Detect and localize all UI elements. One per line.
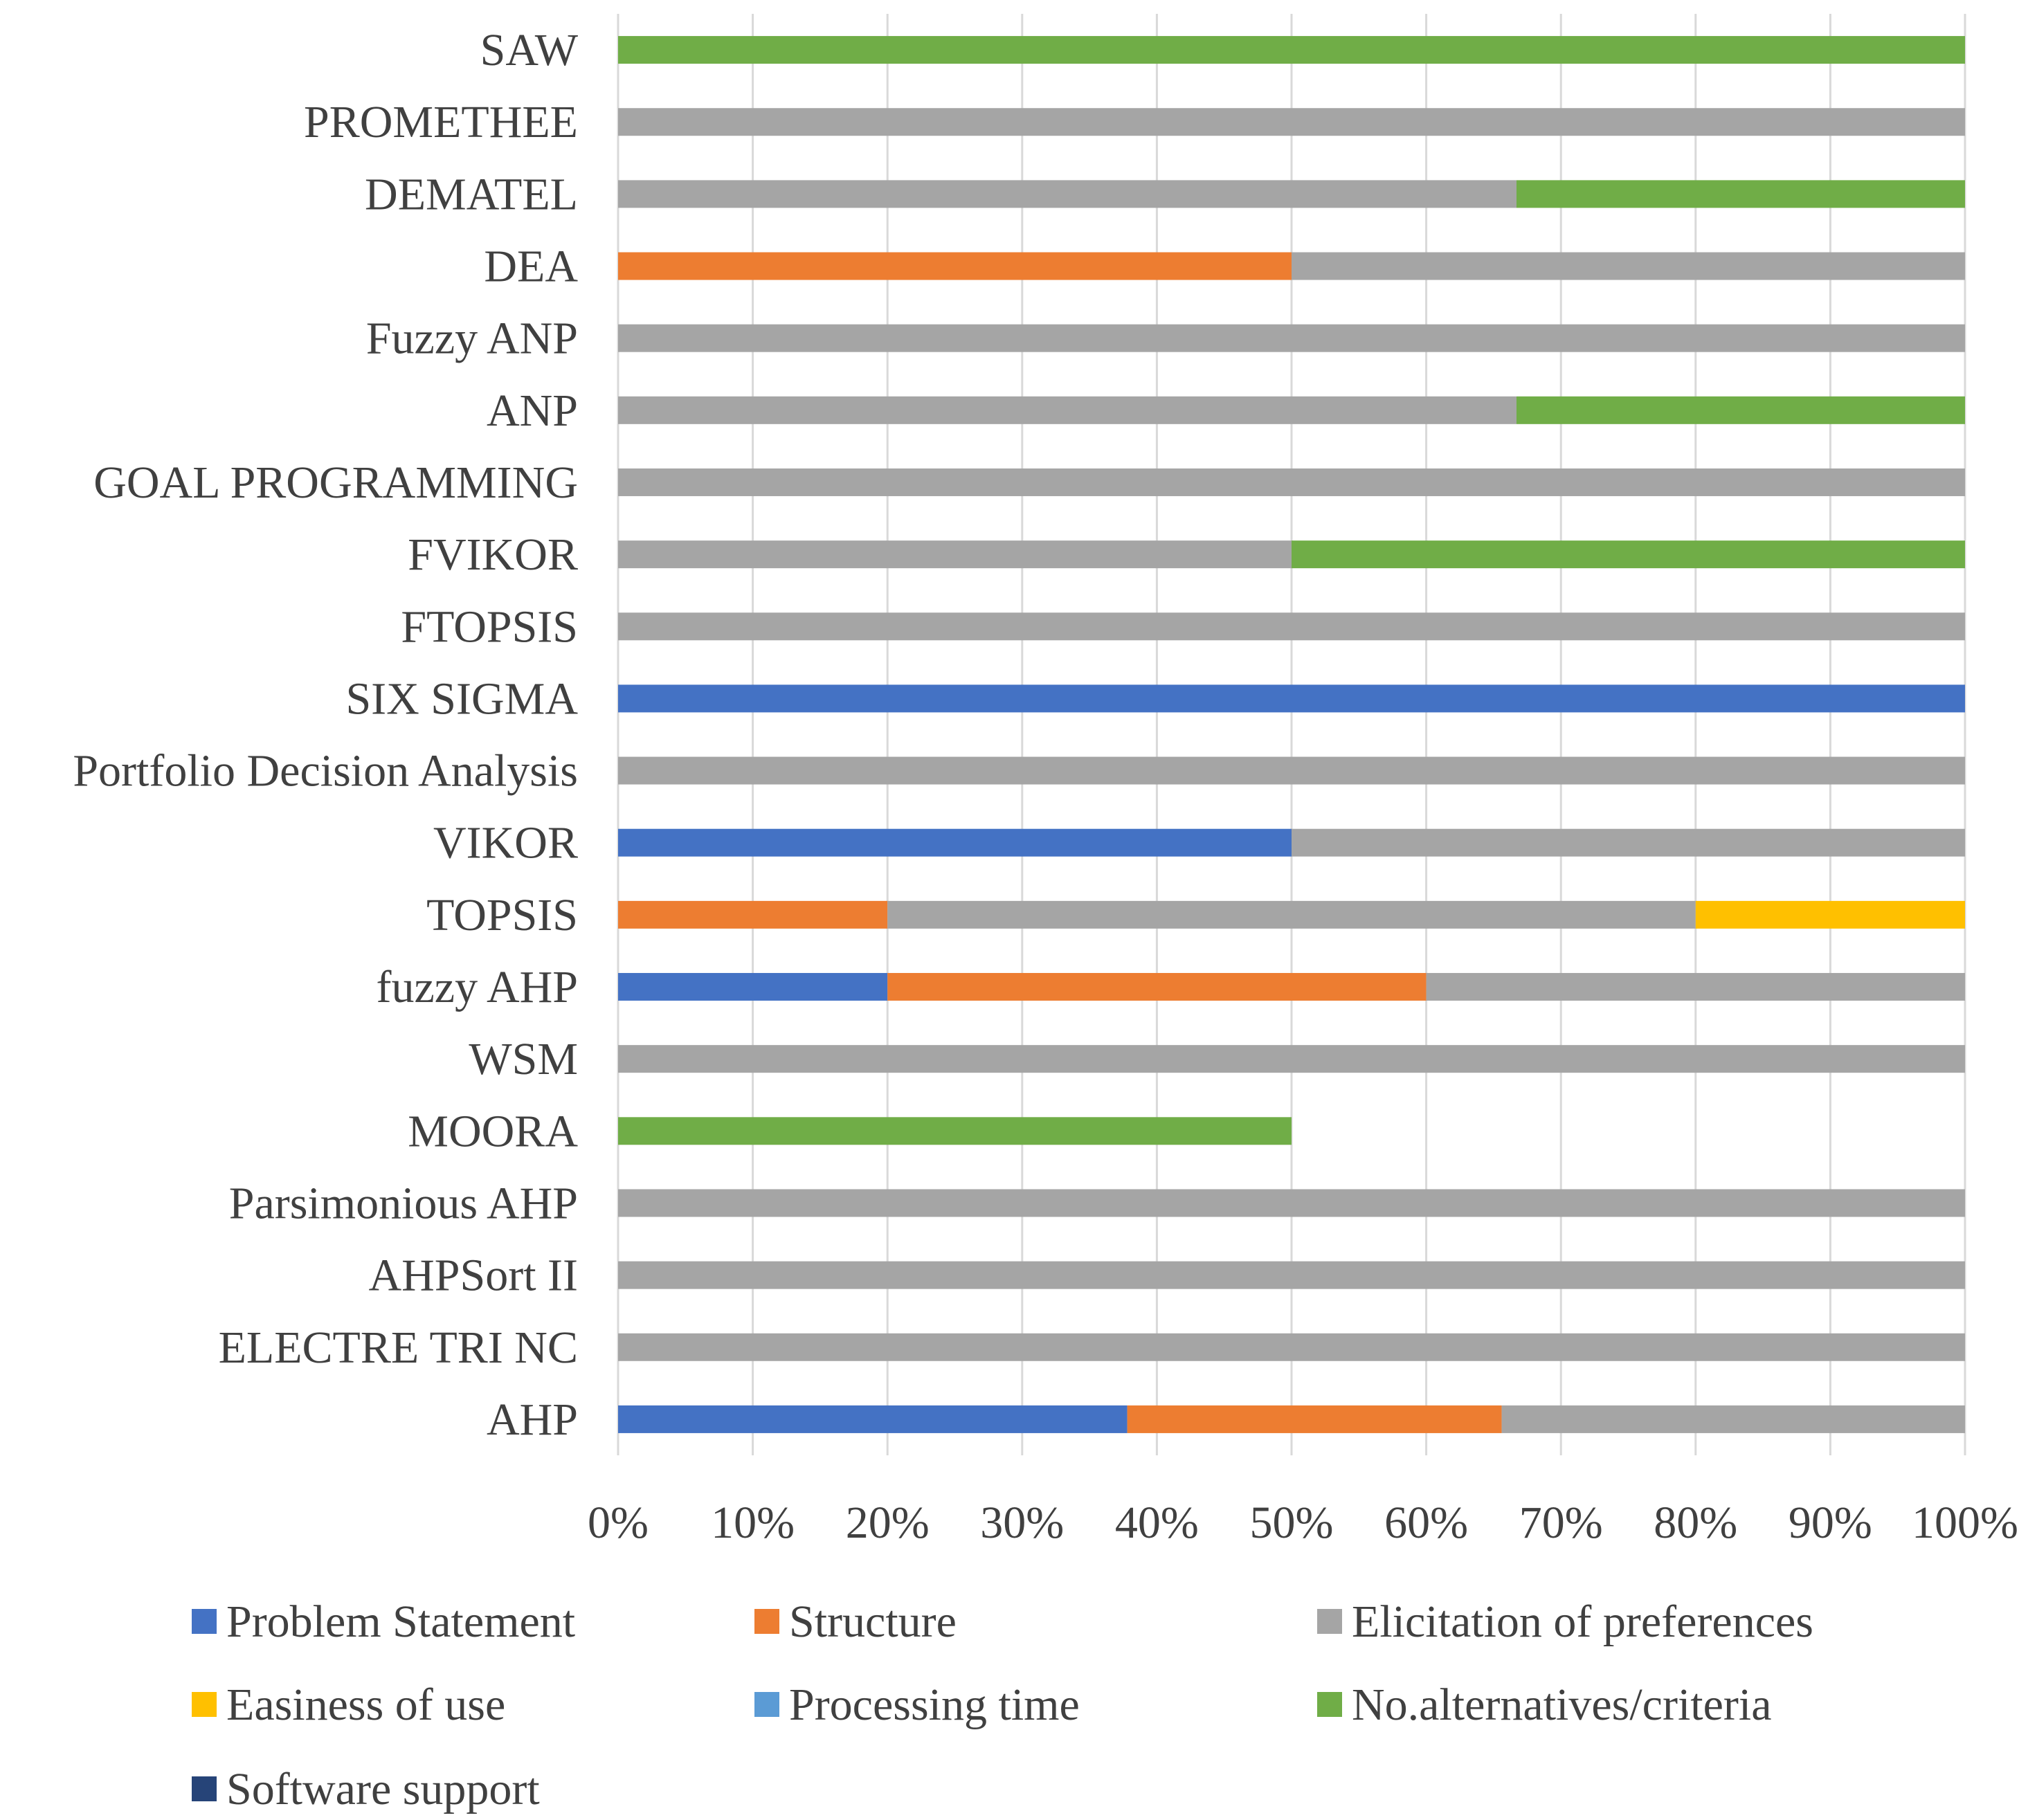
legend-swatch-easiness-of-use: [192, 1692, 217, 1717]
bar-vikor-problem-statement: [618, 828, 1292, 857]
bar-dea-structure: [618, 252, 1292, 280]
bar-fvikor-elicitation-of-preferences: [618, 540, 1292, 569]
bar-fuzzy-ahp-problem-statement: [618, 973, 888, 1001]
bar-parsimonious-ahp-elicitation-of-preferences: [618, 1189, 1965, 1217]
bar-moora-no-alternatives-criteria: [618, 1117, 1292, 1145]
category-label-topsis: TOPSIS: [426, 890, 578, 940]
category-axis-labels: SAW PROMETHEE DEMATEL DEA Fuzzy ANP ANP GOAL P…: [73, 25, 578, 1445]
bar-ftopsis-elicitation-of-preferences: [618, 612, 1965, 641]
bar-fvikor-no-alternatives-criteria: [1292, 540, 1965, 569]
tick-label-0: 0%: [588, 1498, 649, 1548]
category-label-promethee: PROMETHEE: [304, 97, 578, 147]
bar-topsis-elicitation-of-preferences: [887, 900, 1696, 929]
legend-label-elicitation-of-preferences: Elicitation of preferences: [1352, 1596, 1813, 1647]
legend-swatch-structure: [754, 1609, 779, 1634]
bar-fuzzy-ahp-structure: [887, 973, 1427, 1001]
bar-ahp-structure: [1127, 1405, 1502, 1433]
category-label-wsm: WSM: [469, 1034, 578, 1084]
bar-dematel-elicitation-of-preferences: [618, 180, 1516, 208]
tick-label-10: 10%: [711, 1498, 795, 1548]
bar-vikor-elicitation-of-preferences: [1292, 828, 1965, 857]
legend-swatch-elicitation-of-preferences: [1317, 1609, 1342, 1634]
bar-fuzzy-ahp-elicitation-of-preferences: [1426, 973, 1965, 1001]
category-label-saw: SAW: [480, 25, 579, 75]
bars: [618, 36, 1965, 1433]
category-label-ftopsis: FTOPSIS: [401, 601, 578, 652]
category-label-dematel: DEMATEL: [365, 169, 578, 219]
tick-label-60: 60%: [1384, 1498, 1468, 1548]
bar-anp-no-alternatives-criteria: [1516, 396, 1965, 424]
legend-label-processing-time: Processing time: [789, 1680, 1080, 1730]
legend-label-easiness-of-use: Easiness of use: [226, 1680, 505, 1730]
category-label-electre-tri-nc: ELECTRE TRI NC: [219, 1322, 578, 1373]
bar-goal-programming-elicitation-of-preferences: [618, 468, 1965, 496]
category-label-moora: MOORA: [408, 1106, 578, 1156]
category-label-fuzzy-ahp: fuzzy AHP: [377, 962, 578, 1012]
bar-dea-elicitation-of-preferences: [1292, 252, 1965, 280]
tick-label-50: 50%: [1250, 1498, 1334, 1548]
category-label-portfolio-decision-analysis: Portfolio Decision Analysis: [73, 746, 578, 797]
legend-swatch-processing-time: [754, 1692, 779, 1717]
tick-label-30: 30%: [980, 1498, 1064, 1548]
bar-electre-tri-nc-elicitation-of-preferences: [618, 1333, 1965, 1361]
bar-anp-elicitation-of-preferences: [618, 396, 1516, 424]
category-label-parsimonious-ahp: Parsimonious AHP: [229, 1178, 578, 1228]
legend-swatch-problem-statement: [192, 1609, 217, 1634]
legend-label-no-alternatives-criteria: No.alternatives/criteria: [1352, 1680, 1772, 1730]
category-label-ahpsort-ii: AHPSort II: [368, 1250, 578, 1301]
bar-promethee-elicitation-of-preferences: [618, 108, 1965, 136]
bar-dematel-no-alternatives-criteria: [1516, 180, 1965, 208]
category-label-vikor: VIKOR: [433, 818, 578, 868]
tick-label-90: 90%: [1789, 1498, 1872, 1548]
legend: Problem Statement Structure Elicitation of…: [192, 1596, 1813, 1814]
category-label-fuzzy-anp: Fuzzy ANP: [366, 313, 578, 364]
tick-label-70: 70%: [1519, 1498, 1603, 1548]
bar-wsm-elicitation-of-preferences: [618, 1045, 1965, 1073]
bar-ahp-problem-statement: [618, 1405, 1128, 1433]
bar-portfolio-decision-analysis-elicitation-of-preferences: [618, 756, 1965, 785]
legend-label-problem-statement: Problem Statement: [226, 1596, 575, 1647]
legend-label-software-support: Software support: [226, 1764, 540, 1814]
value-axis-tick-labels: 0% 10% 20% 30% 40% 50% 60% 70% 80% 90% 100%: [588, 1498, 2018, 1548]
tick-label-40: 40%: [1115, 1498, 1199, 1548]
bar-ahp-elicitation-of-preferences: [1501, 1405, 1965, 1433]
category-label-dea: DEA: [484, 242, 578, 292]
legend-swatch-no-alternatives-criteria: [1317, 1692, 1342, 1717]
category-label-anp: ANP: [487, 385, 578, 436]
category-label-ahp: AHP: [487, 1394, 578, 1445]
legend-label-structure: Structure: [789, 1596, 957, 1647]
bar-saw-no-alternatives-criteria: [618, 36, 1965, 64]
category-label-goal-programming: GOAL PROGRAMMING: [93, 457, 578, 508]
bar-topsis-structure: [618, 900, 888, 929]
gridlines: [617, 14, 1966, 1455]
category-label-fvikor: FVIKOR: [408, 529, 578, 580]
bar-ahpsort-ii-elicitation-of-preferences: [618, 1261, 1965, 1289]
bar-six-sigma-problem-statement: [618, 684, 1965, 713]
bar-fuzzy-anp-elicitation-of-preferences: [618, 324, 1965, 352]
legend-swatch-software-support: [192, 1776, 217, 1801]
tick-label-20: 20%: [846, 1498, 930, 1548]
tick-label-80: 80%: [1654, 1498, 1737, 1548]
category-label-six-sigma: SIX SIGMA: [345, 673, 578, 724]
tick-label-100: 100%: [1912, 1498, 2018, 1548]
bar-topsis-easiness-of-use: [1695, 900, 1965, 929]
